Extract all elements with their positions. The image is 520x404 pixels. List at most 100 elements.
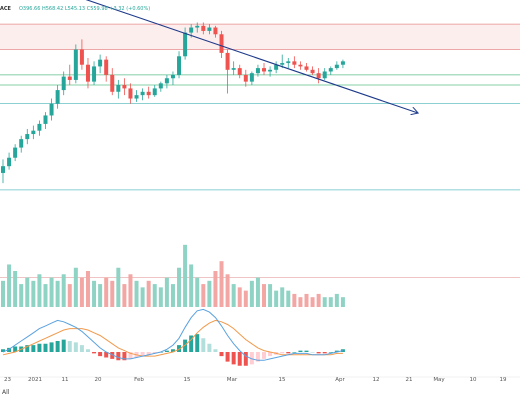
macd-line bbox=[2, 308, 344, 361]
volume-bar bbox=[170, 284, 175, 307]
macd-pane bbox=[0, 308, 520, 378]
candle bbox=[37, 120, 42, 136]
volume-bar bbox=[79, 277, 84, 307]
macd-histogram-bar bbox=[110, 352, 115, 359]
candle bbox=[43, 112, 48, 129]
volume-bar bbox=[67, 284, 72, 307]
volume-bar bbox=[195, 277, 200, 307]
volume-bar bbox=[322, 297, 327, 307]
candle bbox=[195, 22, 200, 33]
macd-histogram-bar bbox=[213, 349, 218, 352]
candle-body bbox=[310, 69, 315, 74]
time-axis-tick-label: Mar bbox=[227, 377, 238, 383]
candle-body bbox=[292, 61, 297, 65]
candle bbox=[274, 61, 279, 74]
candle-body bbox=[340, 61, 345, 65]
volume-bar bbox=[104, 277, 109, 307]
volume-bar bbox=[340, 297, 345, 307]
candle-body bbox=[183, 32, 188, 57]
candle bbox=[13, 144, 18, 162]
time-axis-tick-label: 15 bbox=[279, 377, 286, 383]
volume-bar bbox=[146, 280, 151, 307]
symbol-label: ACE bbox=[0, 6, 11, 12]
volume-bar bbox=[183, 244, 188, 307]
candle bbox=[122, 78, 127, 96]
candle-body bbox=[92, 66, 97, 82]
time-axis-tick-label: 12 bbox=[373, 377, 380, 383]
candle bbox=[304, 63, 309, 72]
candle-body bbox=[219, 34, 224, 53]
macd-histogram-bar bbox=[255, 352, 260, 362]
candle-body bbox=[31, 130, 36, 135]
timeframe-all-button[interactable]: All bbox=[2, 389, 10, 396]
time-axis-tick-label: 23 bbox=[4, 377, 11, 383]
macd-histogram-bar bbox=[237, 352, 242, 366]
macd-histogram-bar bbox=[104, 352, 109, 358]
candle-body bbox=[237, 68, 242, 75]
candle bbox=[140, 88, 145, 101]
time-axis-tick-label: Feb bbox=[134, 377, 144, 383]
candle bbox=[146, 86, 151, 99]
volume-bar bbox=[219, 261, 224, 307]
macd-histogram-bar bbox=[304, 350, 309, 352]
candle-body bbox=[177, 56, 182, 75]
candle bbox=[134, 90, 139, 102]
volume-bar bbox=[274, 290, 279, 307]
macd-histogram-bar bbox=[25, 345, 30, 352]
candle bbox=[73, 44, 78, 84]
candle-body bbox=[243, 74, 248, 82]
volume-bar bbox=[49, 277, 54, 307]
macd-histogram-bar bbox=[195, 334, 200, 352]
candle-body bbox=[268, 69, 273, 72]
macd-histogram-bar bbox=[262, 352, 267, 359]
candle-body bbox=[213, 27, 218, 35]
volume-bar bbox=[92, 280, 97, 307]
trendline-group[interactable] bbox=[0, 0, 417, 113]
candle bbox=[98, 54, 103, 74]
candle bbox=[262, 63, 267, 75]
candle bbox=[231, 61, 236, 75]
macd-histogram-bar bbox=[49, 342, 54, 352]
volume-bar bbox=[73, 267, 78, 307]
candle-body bbox=[195, 25, 200, 28]
volume-bar bbox=[98, 284, 103, 307]
volume-bar bbox=[231, 284, 236, 307]
candle bbox=[268, 66, 273, 77]
candle bbox=[219, 30, 224, 58]
volume-bar bbox=[1, 280, 5, 307]
candle-body bbox=[249, 73, 254, 82]
macd-histogram-bar bbox=[79, 345, 84, 352]
candle-body bbox=[116, 85, 121, 92]
candle-body bbox=[262, 68, 267, 72]
macd-histogram-bar bbox=[334, 350, 339, 352]
candle-body bbox=[13, 147, 18, 158]
macd-histogram-bar bbox=[128, 352, 133, 359]
macd-histogram-bar bbox=[164, 350, 169, 352]
candle-body bbox=[61, 76, 66, 91]
trendline[interactable] bbox=[0, 0, 417, 113]
volume-bar bbox=[122, 284, 127, 307]
macd-histogram-bar bbox=[67, 341, 72, 352]
candle bbox=[207, 24, 212, 35]
candle bbox=[298, 61, 303, 70]
candle bbox=[328, 66, 333, 75]
macd-histogram-bar bbox=[116, 352, 121, 361]
volume-bar bbox=[201, 284, 206, 307]
candle-body bbox=[207, 27, 212, 31]
candle-body bbox=[322, 71, 327, 79]
macd-histogram-bar bbox=[152, 352, 157, 354]
candle bbox=[92, 61, 97, 86]
candle bbox=[55, 85, 60, 109]
macd-histogram-bar bbox=[1, 349, 5, 352]
time-axis-tick-label: Apr bbox=[335, 377, 345, 383]
candle bbox=[213, 25, 218, 38]
candle-body bbox=[98, 59, 103, 67]
candle bbox=[128, 83, 133, 104]
candle-body bbox=[274, 64, 279, 70]
candle-body bbox=[225, 52, 230, 70]
candle-body bbox=[152, 88, 157, 96]
volume-bar bbox=[110, 280, 115, 307]
volume-bar bbox=[116, 267, 121, 307]
